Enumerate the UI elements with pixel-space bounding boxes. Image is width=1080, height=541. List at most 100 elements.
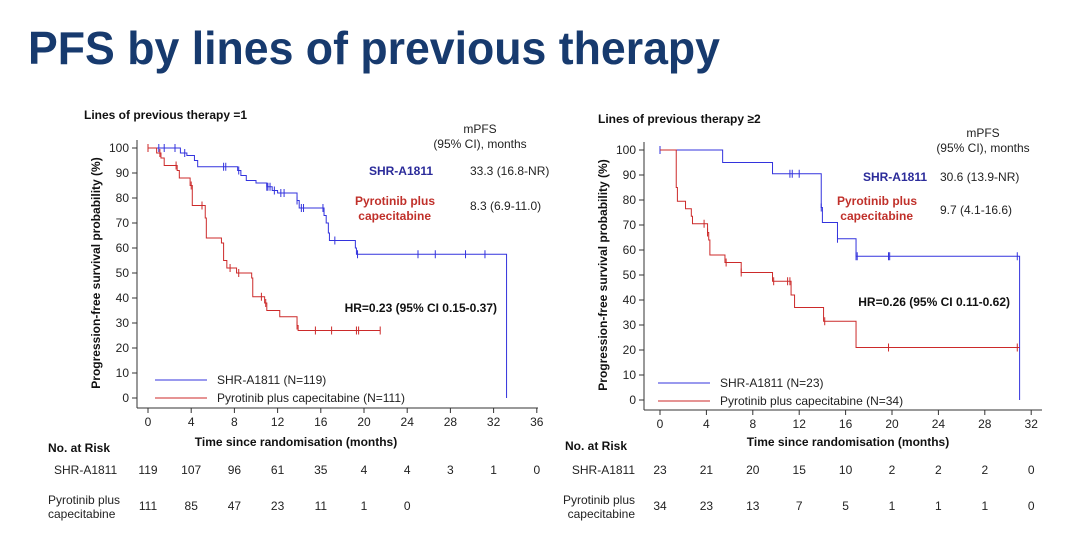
km-chart-1: Lines of previous therapy =1010203040506… xyxy=(48,108,549,521)
risk-value: 5 xyxy=(842,499,849,513)
risk-value: 2 xyxy=(935,463,942,477)
series-label: Pyrotinib plus xyxy=(355,194,435,208)
mpfs-header: mPFS xyxy=(463,122,496,136)
risk-row-label: SHR-A1811 xyxy=(572,463,635,477)
series-label: SHR-A1811 xyxy=(863,170,927,184)
y-tick-label: 70 xyxy=(116,216,130,230)
x-tick-label: 32 xyxy=(487,415,501,429)
risk-value: 0 xyxy=(533,463,540,477)
y-tick-label: 60 xyxy=(623,243,637,257)
y-tick-label: 70 xyxy=(623,218,637,232)
risk-value: 23 xyxy=(271,499,285,513)
risk-value: 1 xyxy=(361,499,368,513)
y-tick-label: 0 xyxy=(629,393,636,407)
risk-value: 13 xyxy=(746,499,760,513)
risk-row-label: SHR-A1811 xyxy=(54,463,117,477)
risk-value: 15 xyxy=(793,463,807,477)
legend-label: Pyrotinib plus capecitabine (N=34) xyxy=(720,394,903,408)
series-mpfs: 9.7 (4.1-16.6) xyxy=(940,203,1012,217)
x-tick-label: 24 xyxy=(401,415,415,429)
y-tick-label: 30 xyxy=(116,316,130,330)
risk-table-header: No. at Risk xyxy=(565,439,627,453)
risk-value: 1 xyxy=(889,499,896,513)
risk-value: 0 xyxy=(1028,499,1035,513)
risk-value: 2 xyxy=(889,463,896,477)
x-axis-label: Time since randomisation (months) xyxy=(747,435,949,449)
x-tick-label: 20 xyxy=(357,415,371,429)
y-tick-label: 40 xyxy=(116,291,130,305)
risk-value: 7 xyxy=(796,499,803,513)
x-tick-label: 8 xyxy=(749,417,756,431)
risk-value: 85 xyxy=(185,499,199,513)
x-tick-label: 36 xyxy=(530,415,544,429)
y-tick-label: 50 xyxy=(623,268,637,282)
series-shr-a1811: SHR-A1811 30.6 (13.9-NR) SHR-A1811 (N=23) xyxy=(658,146,1021,400)
series-label-line2: capecitabine xyxy=(358,209,431,223)
risk-value: 1 xyxy=(490,463,497,477)
legend-label: SHR-A1811 (N=23) xyxy=(720,376,824,390)
y-tick-label: 80 xyxy=(116,191,130,205)
risk-value: 111 xyxy=(139,499,158,513)
series-label-line2: capecitabine xyxy=(840,209,913,223)
risk-value: 10 xyxy=(839,463,853,477)
y-tick-label: 100 xyxy=(616,143,636,157)
risk-row-label: capecitabine xyxy=(568,507,636,521)
risk-value: 119 xyxy=(138,463,157,477)
risk-value: 4 xyxy=(404,463,411,477)
risk-value: 4 xyxy=(361,463,368,477)
survival-curve xyxy=(660,149,1020,348)
risk-value: 21 xyxy=(700,463,714,477)
y-tick-label: 20 xyxy=(623,343,637,357)
x-tick-label: 4 xyxy=(703,417,710,431)
risk-value: 20 xyxy=(746,463,760,477)
series-shr-a1811: SHR-A1811 33.3 (16.8-NR) SHR-A1811 (N=119) xyxy=(148,144,549,398)
y-tick-label: 0 xyxy=(122,391,129,405)
risk-value: 23 xyxy=(653,463,667,477)
series-label: Pyrotinib plus xyxy=(837,194,917,208)
survival-curve xyxy=(148,147,381,331)
x-tick-label: 16 xyxy=(314,415,328,429)
risk-row-label: capecitabine xyxy=(48,507,116,521)
risk-value: 107 xyxy=(181,463,201,477)
slide-title: PFS by lines of previous therapy xyxy=(28,22,720,74)
mpfs-header: mPFS xyxy=(966,126,999,140)
x-tick-label: 28 xyxy=(978,417,992,431)
chart-subtitle: Lines of previous therapy ≥2 xyxy=(598,112,761,126)
series-label: SHR-A1811 xyxy=(369,164,433,178)
y-tick-label: 40 xyxy=(623,293,637,307)
risk-value: 35 xyxy=(314,463,328,477)
x-tick-label: 0 xyxy=(657,417,664,431)
chart-subtitle: Lines of previous therapy =1 xyxy=(84,108,247,122)
risk-value: 1 xyxy=(981,499,988,513)
survival-curve xyxy=(660,149,1021,400)
risk-value: 3 xyxy=(447,463,454,477)
risk-table: No. at Risk SHR-A1811 119 107 96 61 35 4 4 3 1 0 Pyr… xyxy=(48,441,540,521)
legend-label: Pyrotinib plus capecitabine (N=111) xyxy=(217,391,405,405)
x-axis-label: Time since randomisation (months) xyxy=(195,435,397,449)
x-tick-label: 24 xyxy=(932,417,946,431)
y-tick-label: 10 xyxy=(623,368,637,382)
risk-value: 96 xyxy=(228,463,242,477)
y-tick-label: 90 xyxy=(116,166,130,180)
y-tick-label: 60 xyxy=(116,241,130,255)
y-tick-label: 100 xyxy=(109,141,129,155)
risk-table-header: No. at Risk xyxy=(48,441,110,455)
y-tick-label: 80 xyxy=(623,193,637,207)
risk-value: 1 xyxy=(935,499,942,513)
legend-label: SHR-A1811 (N=119) xyxy=(217,373,326,387)
x-tick-label: 20 xyxy=(885,417,899,431)
y-tick-label: 90 xyxy=(623,168,637,182)
km-chart-2: Lines of previous therapy ≥2010203040506… xyxy=(563,112,1042,521)
series-mpfs: 30.6 (13.9-NR) xyxy=(940,170,1019,184)
risk-value: 47 xyxy=(228,499,242,513)
risk-value: 23 xyxy=(700,499,714,513)
hazard-ratio: HR=0.26 (95% CI 0.11-0.62) xyxy=(858,295,1010,309)
survival-curve xyxy=(148,147,508,398)
risk-value: 11 xyxy=(315,499,328,513)
y-tick-label: 20 xyxy=(116,341,130,355)
series-mpfs: 33.3 (16.8-NR) xyxy=(470,164,549,178)
y-axis-label: Progression-free survival probability (%… xyxy=(596,159,610,390)
